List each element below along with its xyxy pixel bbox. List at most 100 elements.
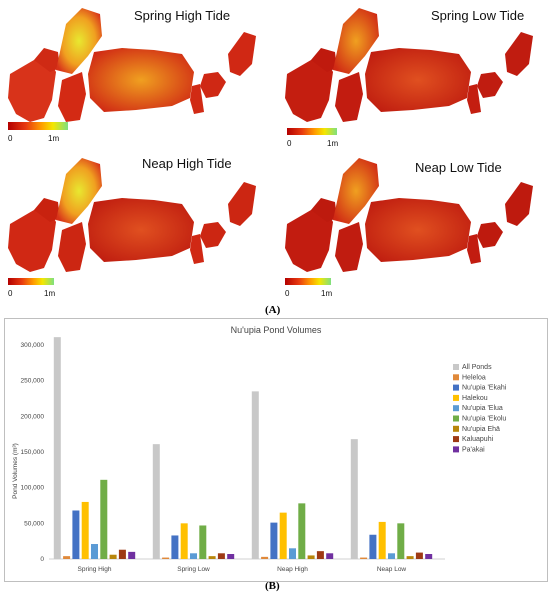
x-tick-label: Spring Low — [177, 566, 210, 573]
pond-map-spring-low — [285, 8, 533, 122]
pond-kaluapuhi-west — [311, 48, 337, 72]
bar — [316, 551, 324, 559]
pond-paakai — [228, 182, 256, 226]
figure-label-b: (B) — [265, 580, 280, 592]
legend-label: Halekou — [462, 395, 488, 402]
pond-ekahi — [56, 8, 102, 74]
legend-label: Pa'akai — [462, 446, 485, 453]
scale-max-label: 1m — [48, 134, 60, 143]
pond-paakai — [505, 32, 533, 76]
pond-eha — [190, 84, 204, 114]
bar — [307, 555, 315, 559]
y-axis-label: Pond Volumes (m³) — [12, 443, 19, 499]
bar — [406, 556, 414, 559]
bar — [270, 522, 278, 559]
bar — [118, 549, 126, 559]
pond-ekahi — [333, 158, 379, 224]
legend-label: Nu'upia 'Ekolu — [462, 416, 506, 423]
map-panel-neap-high: Neap High Tide 0 1m — [4, 152, 269, 300]
pond-halekou — [88, 198, 194, 262]
bar — [162, 557, 170, 559]
x-tick-label: Neap Low — [377, 566, 407, 573]
legend-swatch — [453, 384, 459, 391]
bar — [180, 523, 188, 559]
depth-scale-bar — [8, 278, 54, 285]
pond-halekou — [88, 48, 194, 112]
scale-min-label: 0 — [8, 289, 13, 298]
bar — [415, 552, 423, 559]
pond-ekolu — [200, 72, 226, 98]
bar — [171, 535, 179, 559]
scale-max-label: 1m — [327, 139, 339, 148]
pond-halekou — [365, 198, 471, 262]
legend-swatch — [453, 415, 459, 422]
figure-label-a: (A) — [265, 304, 281, 316]
y-tick-label: 50,000 — [24, 520, 44, 527]
chart-title: Nu'upia Pond Volumes — [231, 325, 322, 335]
map-title-neap-low: Neap Low Tide — [415, 160, 502, 175]
map-title-neap-high: Neap High Tide — [142, 156, 232, 171]
bar — [360, 557, 368, 559]
y-tick-label: 150,000 — [21, 449, 45, 456]
pond-map-neap-high — [8, 158, 256, 272]
pond-eha — [190, 234, 204, 264]
pond-map-neap-low — [285, 158, 533, 272]
bar — [109, 554, 117, 559]
legend-swatch — [453, 425, 459, 432]
bar — [289, 548, 296, 559]
pond-ekahi — [56, 158, 102, 224]
pond-volume-chart: Nu'upia Pond Volumes Pond Volumes (m³) 0… — [4, 318, 548, 582]
y-tick-label: 250,000 — [21, 378, 45, 385]
bar — [397, 523, 405, 559]
pond-ekolu — [200, 222, 226, 248]
pond-kaluapuhi-west — [311, 198, 337, 222]
depth-scale-bar — [287, 128, 337, 135]
pond-map-spring-high — [8, 8, 256, 122]
pond-paakai — [505, 182, 533, 226]
x-tick-label: Spring High — [78, 566, 112, 573]
pond-elua — [58, 72, 86, 122]
scale-min-label: 0 — [287, 139, 292, 148]
pond-elua — [58, 222, 86, 272]
bar — [217, 553, 225, 559]
bar — [100, 479, 108, 559]
legend-label: Nu'upia 'Elua — [462, 405, 503, 412]
legend-swatch — [453, 364, 459, 370]
pond-kaluapuhi-west — [34, 48, 60, 72]
bar — [190, 553, 197, 559]
depth-scale-bar — [8, 122, 68, 130]
pond-paakai — [228, 32, 256, 76]
scale-min-label: 0 — [8, 134, 13, 143]
y-tick-label: 200,000 — [21, 413, 45, 420]
legend-label: Kaluapuhi — [462, 436, 494, 443]
bar — [425, 554, 433, 559]
pond-eha — [467, 234, 481, 264]
pond-heleloa — [285, 54, 333, 122]
bar — [208, 556, 216, 559]
bar — [369, 534, 377, 559]
bar — [128, 551, 136, 559]
bar — [388, 553, 395, 559]
bar — [72, 510, 80, 559]
pond-ekolu — [477, 72, 503, 98]
map-panel-spring-low: Spring Low Tide 0 1m — [281, 2, 546, 150]
scale-min-label: 0 — [285, 289, 290, 298]
chart-canvas: Nu'upia Pond Volumes Pond Volumes (m³) 0… — [12, 325, 507, 573]
legend-label: Nu'upia Ehā — [462, 426, 500, 433]
x-tick-label: Neap High — [277, 566, 308, 573]
pond-eha — [467, 84, 481, 114]
legend-swatch — [453, 405, 459, 412]
map-panel-neap-low: Neap Low Tide 0 1m — [281, 152, 546, 300]
y-tick-label: 0 — [40, 556, 44, 563]
legend-swatch — [453, 436, 459, 443]
bar — [298, 503, 306, 559]
bar — [261, 556, 269, 559]
pond-halekou — [365, 48, 471, 112]
map-panel-spring-high: Spring High Tide 0 1m — [4, 2, 269, 150]
pond-ekahi — [333, 8, 379, 74]
map-title-spring-low: Spring Low Tide — [431, 8, 525, 23]
bar — [350, 439, 358, 559]
pond-elua — [335, 72, 363, 122]
bar — [326, 553, 334, 559]
legend-swatch — [453, 374, 459, 381]
